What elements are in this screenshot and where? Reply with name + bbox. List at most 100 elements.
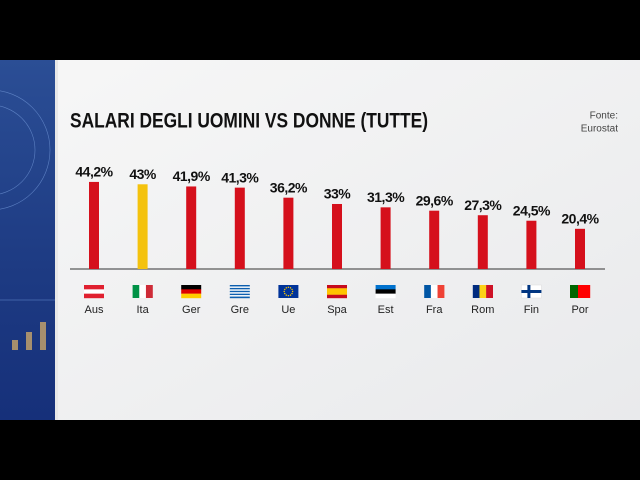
value-label: 31,3% [367, 189, 405, 205]
flag-stripe [574, 285, 579, 298]
flag-stripe [327, 291, 347, 295]
value-label: 24,5% [513, 202, 551, 218]
bar [137, 184, 148, 269]
flag-stripe [229, 287, 250, 290]
flag-star [284, 292, 286, 295]
bar [477, 215, 488, 269]
flag-stripe [570, 285, 575, 298]
value-label: 27,3% [464, 197, 502, 213]
flag-stripe [229, 285, 250, 287]
x-tick-label: Ger [182, 304, 201, 316]
divider [55, 60, 58, 420]
flag-stripe [327, 294, 347, 299]
flag-star [291, 288, 293, 291]
flag-stripe [472, 285, 480, 298]
flag [521, 284, 542, 299]
side-panel [0, 60, 55, 420]
bar [186, 186, 197, 269]
flag-stripe [229, 296, 250, 299]
flag-stripe [145, 285, 153, 298]
flag [327, 285, 347, 299]
flag-stripe [375, 293, 396, 299]
value-label: 29,6% [416, 192, 454, 208]
flag-star [289, 294, 292, 296]
flag-stripe [375, 289, 396, 294]
flag [472, 285, 493, 298]
x-tick-label: Fra [426, 304, 443, 316]
value-label: 41,9% [173, 168, 211, 184]
flag-star [287, 295, 290, 297]
source: Eurostat [581, 124, 618, 135]
flag [570, 285, 591, 298]
value-label: 36,2% [270, 179, 308, 195]
value-label: 41,3% [221, 169, 259, 185]
flag-stripe [437, 285, 445, 298]
flag-stripe [229, 286, 250, 289]
flag-stripe [479, 285, 487, 298]
flag-cross [521, 290, 542, 293]
flag [84, 285, 104, 299]
flag [132, 285, 153, 298]
flag-stripe [84, 289, 104, 294]
flag-field [278, 285, 299, 298]
flag [375, 285, 396, 299]
flag [278, 285, 299, 298]
x-tick-label: Aus [85, 304, 104, 316]
flag-stripe [229, 295, 250, 297]
flag-stripe [578, 285, 583, 298]
chart-title: SALARI DEGLI UOMINI VS DONNE (TUTTE) [70, 110, 428, 133]
x-tick-label: Gre [231, 304, 249, 316]
flag-star [285, 294, 287, 296]
flag-stripe [327, 285, 347, 289]
flag-stripe [229, 289, 250, 291]
flag-star [283, 290, 285, 293]
flag-stripe [424, 285, 432, 298]
flag-stripe [181, 285, 202, 290]
flag-cross [527, 285, 531, 298]
x-tick-label: Ue [281, 304, 295, 316]
flag-star [285, 287, 287, 289]
bar [283, 197, 294, 269]
flag-stripe [375, 285, 396, 290]
value-label: 33% [324, 186, 352, 202]
flag-stripe [582, 285, 587, 298]
x-tick-label: Fin [524, 304, 539, 316]
value-label: 20,4% [561, 211, 599, 227]
source-label: Fonte: [590, 111, 618, 122]
flag-stripe [586, 285, 591, 298]
x-tick-label: Spa [327, 304, 347, 316]
bar [575, 228, 585, 269]
flag-stripe [229, 290, 250, 293]
flag-stripe [84, 285, 104, 290]
flag-stripe [486, 285, 493, 298]
bar [332, 203, 342, 269]
x-tick-label: Rom [471, 304, 494, 316]
flag-stripe [132, 285, 140, 298]
flag-star [291, 290, 294, 293]
flag-star [289, 287, 292, 289]
bar [89, 181, 99, 269]
flag-stripe [229, 292, 250, 294]
x-tick-label: Est [378, 304, 394, 316]
flag-star [291, 292, 293, 295]
flag [229, 285, 250, 299]
flag-stripe [181, 289, 202, 294]
flag-stripe [84, 293, 104, 299]
flag-stripe [430, 285, 438, 298]
flag [181, 285, 202, 299]
side-decoration [0, 90, 55, 350]
flag-stripe [139, 285, 147, 298]
bar [526, 220, 537, 269]
x-tick-label: Por [571, 304, 588, 316]
flag-stripe [181, 293, 202, 299]
bar [234, 187, 245, 269]
flag-stripe [229, 293, 250, 296]
flag-star [284, 288, 286, 291]
flag [424, 285, 445, 298]
bar [380, 207, 391, 269]
bar [429, 210, 440, 269]
flag-star [287, 286, 290, 288]
flag-stripe [327, 288, 347, 292]
